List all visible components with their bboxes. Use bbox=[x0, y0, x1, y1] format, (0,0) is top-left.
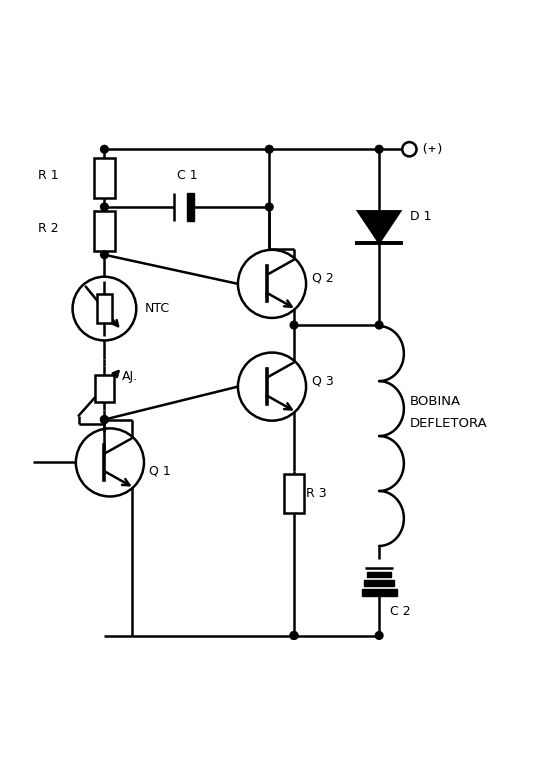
Bar bbox=[94, 158, 115, 198]
Circle shape bbox=[375, 321, 383, 329]
Bar bbox=[95, 375, 114, 402]
Bar bbox=[364, 580, 394, 586]
Text: R 2: R 2 bbox=[38, 221, 59, 235]
Bar bbox=[361, 589, 397, 596]
Text: NTC: NTC bbox=[144, 302, 170, 315]
Circle shape bbox=[290, 632, 298, 640]
Circle shape bbox=[290, 632, 298, 640]
Circle shape bbox=[100, 203, 108, 211]
Circle shape bbox=[100, 416, 108, 423]
Circle shape bbox=[100, 145, 108, 153]
Text: Q 1: Q 1 bbox=[149, 465, 171, 477]
Text: Q 2: Q 2 bbox=[311, 272, 334, 285]
Circle shape bbox=[265, 203, 273, 211]
Circle shape bbox=[375, 632, 383, 640]
Text: D 1: D 1 bbox=[410, 210, 431, 223]
Circle shape bbox=[375, 145, 383, 153]
Circle shape bbox=[100, 251, 108, 259]
Text: C 2: C 2 bbox=[390, 605, 411, 619]
Text: BOBINA: BOBINA bbox=[410, 396, 461, 408]
Text: R 1: R 1 bbox=[38, 169, 59, 182]
Text: AJ.: AJ. bbox=[122, 370, 138, 382]
Bar bbox=[97, 294, 112, 323]
Circle shape bbox=[265, 145, 273, 153]
Bar bbox=[284, 474, 305, 513]
Text: DEFLETORA: DEFLETORA bbox=[410, 418, 487, 430]
Text: (+): (+) bbox=[420, 143, 445, 156]
Polygon shape bbox=[359, 211, 400, 242]
Bar bbox=[188, 192, 194, 221]
Text: Q 3: Q 3 bbox=[311, 375, 334, 388]
Circle shape bbox=[100, 416, 108, 423]
Text: R 3: R 3 bbox=[306, 487, 327, 500]
Bar bbox=[94, 211, 115, 250]
Bar bbox=[367, 572, 391, 577]
Circle shape bbox=[290, 321, 298, 329]
Text: C 1: C 1 bbox=[176, 169, 197, 182]
